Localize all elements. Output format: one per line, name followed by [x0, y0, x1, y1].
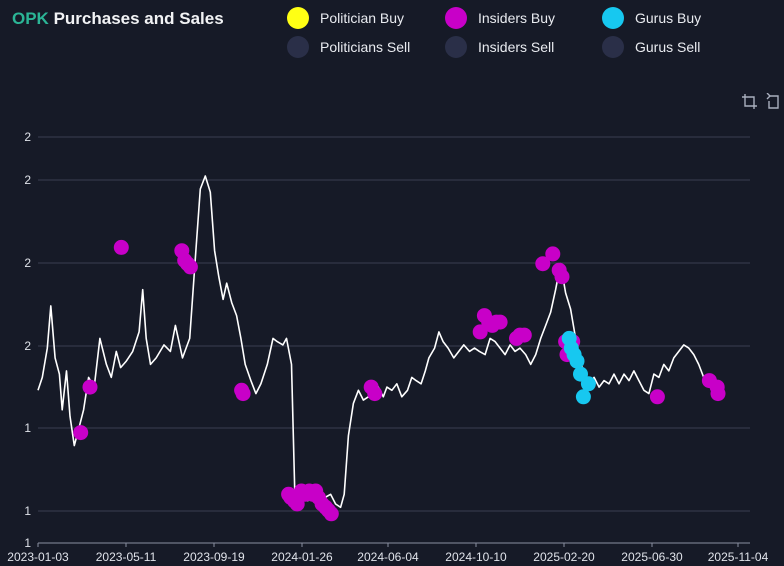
ticker-symbol: OPK	[12, 9, 49, 28]
x-tick-label: 2024-10-10	[445, 550, 507, 564]
insiders-buy-marker[interactable]	[710, 386, 726, 402]
legend-gurus-buy[interactable]: Gurus Buy	[602, 7, 701, 29]
legend-label: Gurus Buy	[635, 10, 702, 26]
insiders-buy-marker[interactable]	[516, 327, 532, 343]
y-tick-label: 2	[24, 130, 31, 144]
x-tick-label: 2025-02-20	[533, 550, 595, 564]
title-text: Purchases and Sales	[53, 9, 224, 28]
gurus-buy-marker[interactable]	[575, 389, 591, 405]
insiders-buy-marker[interactable]	[73, 425, 89, 441]
y-tick-label: 1	[24, 536, 31, 550]
insiders-buy-marker[interactable]	[492, 314, 508, 330]
legend-insiders-buy[interactable]: Insiders Buy	[445, 7, 555, 29]
legend-label: Politician Buy	[320, 10, 405, 26]
legend-marker-icon	[445, 36, 467, 58]
crop-zoom-icon[interactable]	[741, 93, 758, 110]
insiders-buy-marker[interactable]	[182, 259, 198, 275]
insiders-buy-marker[interactable]	[545, 246, 561, 262]
insiders-buy-marker[interactable]	[649, 389, 665, 405]
chart-title: OPK Purchases and Sales	[12, 9, 224, 29]
insiders-buy-marker[interactable]	[367, 386, 383, 402]
insiders-buy-marker[interactable]	[113, 239, 129, 255]
x-tick-label: 2025-06-30	[621, 550, 683, 564]
legend-marker-icon	[602, 36, 624, 58]
y-tick-label: 2	[24, 339, 31, 353]
x-tick-label: 2024-06-04	[357, 550, 419, 564]
legend-insiders-sell[interactable]: Insiders Sell	[445, 36, 554, 58]
price-line	[37, 175, 716, 509]
insiders-buy-marker[interactable]	[554, 269, 570, 285]
x-tick-label: 2023-01-03	[7, 550, 69, 564]
y-tick-label: 2	[24, 173, 31, 187]
x-tick-label: 2024-01-26	[271, 550, 333, 564]
insiders-buy-marker[interactable]	[323, 506, 339, 522]
gurus-buy-marker[interactable]	[580, 376, 596, 392]
legend-label: Politicians Sell	[320, 39, 411, 55]
legend-marker-icon	[287, 36, 309, 58]
x-tick-label: 2023-05-11	[96, 550, 157, 564]
reset-zoom-icon[interactable]	[765, 93, 782, 110]
gurus-buy-marker[interactable]	[569, 353, 585, 369]
legend-label: Gurus Sell	[635, 39, 701, 55]
y-tick-label: 1	[24, 504, 31, 518]
legend-gurus-sell[interactable]: Gurus Sell	[602, 36, 700, 58]
x-tick-label: 2023-09-19	[183, 550, 245, 564]
y-tick-label: 2	[24, 256, 31, 270]
insiders-buy-marker[interactable]	[235, 386, 251, 402]
y-tick-label: 1	[24, 421, 31, 435]
legend-marker-icon	[602, 7, 624, 29]
insiders-buy-marker[interactable]	[472, 324, 488, 340]
legend-marker-icon	[287, 7, 309, 29]
x-tick-label: 2025-11-04	[708, 550, 769, 564]
insiders-buy-marker[interactable]	[82, 379, 98, 395]
insiders-buy-marker[interactable]	[535, 256, 551, 272]
legend-marker-icon	[445, 7, 467, 29]
legend-politicians-sell[interactable]: Politicians Sell	[287, 36, 410, 58]
legend-label: Insiders Buy	[478, 10, 556, 26]
legend-politician-buy[interactable]: Politician Buy	[287, 7, 404, 29]
legend-label: Insiders Sell	[478, 39, 555, 55]
